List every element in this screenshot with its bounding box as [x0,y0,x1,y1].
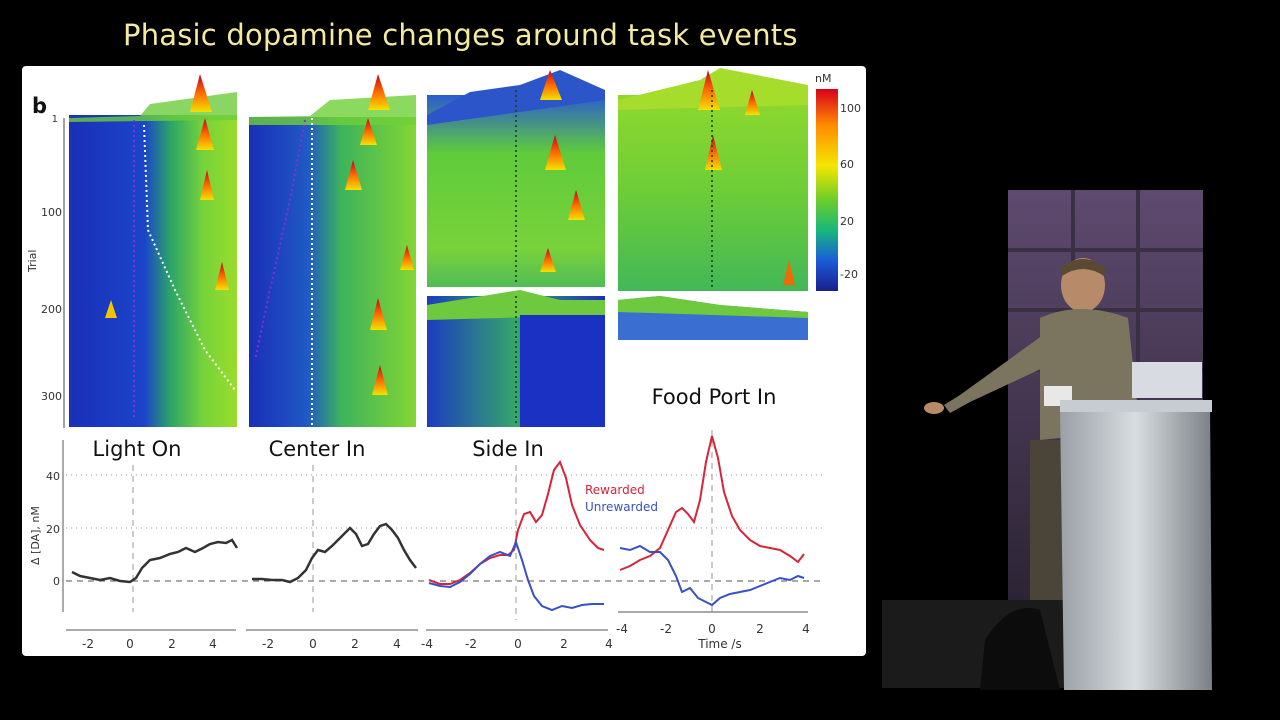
svg-text:0: 0 [514,637,522,651]
svg-text:-2: -2 [465,637,477,651]
svg-text:4: 4 [209,637,217,651]
svg-text:0: 0 [708,622,716,636]
colorbar-tick: 20 [840,215,854,228]
legend-unrewarded: Unrewarded [585,500,658,514]
colorbar-unit: nM [815,72,831,85]
plot-title-center-in: Center In [269,437,366,461]
svg-text:4: 4 [393,637,401,651]
x-axes [66,611,808,631]
heatmap-side-in-rewarded [427,70,605,287]
y-tick: 0 [53,575,60,588]
speaker-scene [882,190,1212,690]
svg-text:0: 0 [126,637,134,651]
svg-text:4: 4 [802,622,810,636]
trace-food-port-unrewarded [619,544,805,607]
colorbar-tick: 60 [840,158,854,171]
svg-text:2: 2 [560,637,568,651]
line-plot-y-axis: 40 20 0 Δ [DA], nM [29,440,64,612]
svg-text:4: 4 [605,637,613,651]
colorbar-tick: -20 [840,268,858,281]
plot-title-light-on: Light On [93,437,182,461]
svg-text:2: 2 [351,637,359,651]
svg-text:-2: -2 [262,637,274,651]
plot-title-side-in: Side In [472,437,544,461]
trial-tick: 200 [41,303,62,316]
x-axis-label: Time /s [697,637,741,651]
heatmap-food-port-in [618,68,808,340]
trace-center-in [252,522,417,584]
trace-food-port-rewarded [619,435,805,571]
svg-text:-2: -2 [660,622,672,636]
svg-text:2: 2 [168,637,176,651]
panel-letter: b [32,94,48,118]
y-tick: 40 [46,470,60,483]
trial-axis-label: Trial [26,250,39,273]
heatmap-center-in [249,74,416,427]
trial-tick: 300 [41,390,62,403]
y-tick: 20 [46,523,60,536]
trace-side-in-unrewarded [428,539,604,612]
svg-text:-2: -2 [82,637,94,651]
y-axis-label: Δ [DA], nM [29,506,42,565]
svg-text:2: 2 [756,622,764,636]
svg-text:-4: -4 [616,622,628,636]
colorbar: nM 100 60 20 -20 [815,72,861,291]
heatmap-side-in-unrewarded [427,290,605,427]
heatmap-light-on [69,74,237,427]
legend-rewarded: Rewarded [585,483,645,497]
trial-tick: 100 [41,206,62,219]
trial-tick: 1 [52,114,58,125]
colorbar-tick: 100 [840,102,861,115]
slide-title: Phasic dopamine changes around task even… [123,18,798,52]
plot-title-food-port-in: Food Port In [652,385,777,409]
trace-light-on [71,538,239,584]
x-ticks: -2 0 2 4 -2 0 2 4 -4 -2 0 2 4 -4 -2 0 2 … [82,622,810,651]
svg-text:-4: -4 [421,637,433,651]
trial-axis: 1 100 200 300 Trial [26,114,65,428]
svg-text:0: 0 [309,637,317,651]
